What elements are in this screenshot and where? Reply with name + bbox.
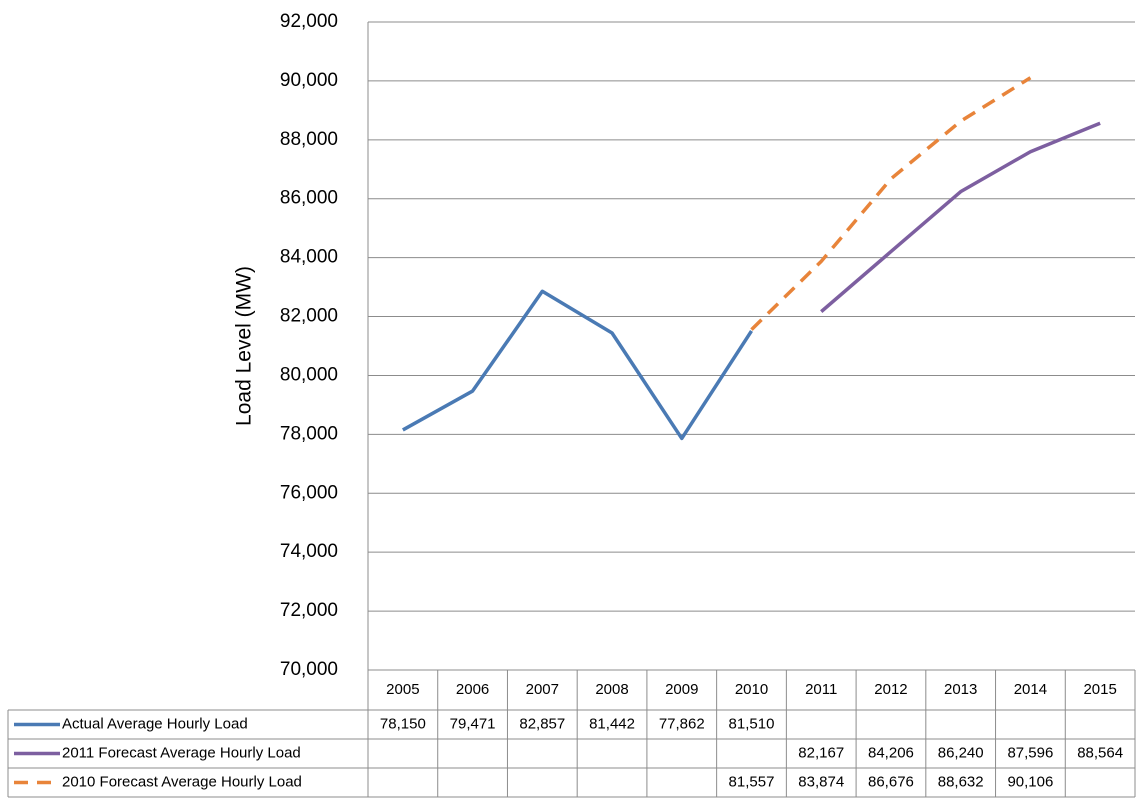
- data-label: 81,442: [589, 715, 635, 732]
- data-label: 90,106: [1007, 773, 1053, 790]
- data-label: 78,150: [380, 715, 426, 732]
- series-line: [750, 76, 1032, 331]
- data-label: 88,632: [938, 773, 984, 790]
- y-tick-label: 88,000: [280, 129, 338, 150]
- data-label: 84,206: [868, 744, 914, 761]
- y-tick-label: 92,000: [280, 11, 338, 32]
- y-tick-label: 84,000: [280, 247, 338, 268]
- series-line: [402, 289, 753, 441]
- x-tick-label: 2007: [526, 681, 559, 698]
- legend-label: Actual Average Hourly Load: [62, 715, 248, 732]
- y-tick-label: 72,000: [280, 600, 338, 621]
- data-label: 79,471: [450, 715, 496, 732]
- legend-label: 2010 Forecast Average Hourly Load: [62, 773, 302, 790]
- y-axis-title: Load Level (MW): [233, 266, 256, 426]
- x-tick-label: 2015: [1083, 681, 1116, 698]
- data-label: 82,167: [798, 744, 844, 761]
- x-tick-label: 2014: [1014, 681, 1047, 698]
- x-tick-label: 2005: [386, 681, 419, 698]
- x-tick-label: 2010: [735, 681, 768, 698]
- x-tick-label: 2009: [665, 681, 698, 698]
- y-tick-label: 76,000: [280, 482, 338, 503]
- x-tick-label: 2011: [805, 681, 837, 698]
- data-label: 86,676: [868, 773, 914, 790]
- data-label: 83,874: [798, 773, 844, 790]
- y-tick-label: 78,000: [280, 423, 338, 444]
- x-tick-label: 2012: [874, 681, 907, 698]
- data-label: 82,857: [519, 715, 565, 732]
- y-tick-label: 86,000: [280, 188, 338, 209]
- data-label: 81,510: [729, 715, 775, 732]
- x-tick-label: 2006: [456, 681, 489, 698]
- y-tick-label: 90,000: [280, 70, 338, 91]
- y-tick-label: 74,000: [280, 541, 338, 562]
- x-tick-label: 2008: [595, 681, 628, 698]
- data-label: 81,557: [729, 773, 775, 790]
- data-label: 87,596: [1007, 744, 1053, 761]
- data-label: 88,564: [1077, 744, 1123, 761]
- data-label: 77,862: [659, 715, 705, 732]
- y-tick-label: 82,000: [280, 306, 338, 327]
- legend-label: 2011 Forecast Average Hourly Load: [62, 744, 301, 761]
- series-line: [820, 121, 1101, 313]
- y-tick-label: 80,000: [280, 364, 338, 385]
- data-label: 86,240: [938, 744, 984, 761]
- x-tick-label: 2013: [944, 681, 977, 698]
- y-tick-label: 70,000: [280, 659, 338, 680]
